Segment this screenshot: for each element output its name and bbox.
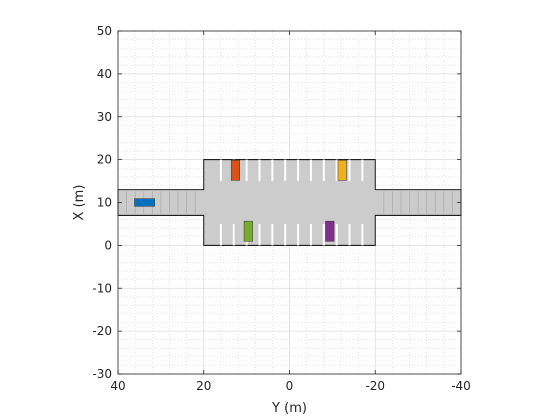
vehicle-layer bbox=[134, 160, 347, 242]
road-layer bbox=[117, 159, 462, 246]
x-axis-label: Y (m) bbox=[271, 401, 307, 416]
y-tick-label: 30 bbox=[97, 110, 112, 124]
vehicle-parked-2 bbox=[337, 160, 347, 181]
vehicle-parked-3 bbox=[243, 220, 253, 242]
y-tick-label: -10 bbox=[92, 281, 112, 295]
vehicle-ego bbox=[134, 198, 155, 207]
y-tick-label: 50 bbox=[97, 24, 112, 38]
y-tick-label: 0 bbox=[104, 238, 112, 252]
y-tick-label: -30 bbox=[92, 367, 112, 381]
tick-layer: 40 20 0 -20 -40 -30 -20 -10 0 10 20 30 40 50 bbox=[92, 24, 470, 393]
vehicle-parked-1 bbox=[230, 160, 241, 181]
y-tick-label: 40 bbox=[97, 67, 112, 81]
y-axis-label: X (m) bbox=[72, 185, 87, 221]
x-tick-label: -40 bbox=[451, 379, 471, 393]
x-tick-label: -20 bbox=[365, 379, 385, 393]
x-tick-label: 40 bbox=[110, 379, 125, 393]
x-tick-label: 0 bbox=[286, 379, 294, 393]
vehicle-parked-4 bbox=[325, 220, 335, 242]
y-tick-label: 20 bbox=[97, 153, 112, 167]
y-tick-label: -20 bbox=[92, 324, 112, 338]
x-tick-label: 20 bbox=[196, 379, 211, 393]
y-tick-label: 10 bbox=[97, 196, 112, 210]
